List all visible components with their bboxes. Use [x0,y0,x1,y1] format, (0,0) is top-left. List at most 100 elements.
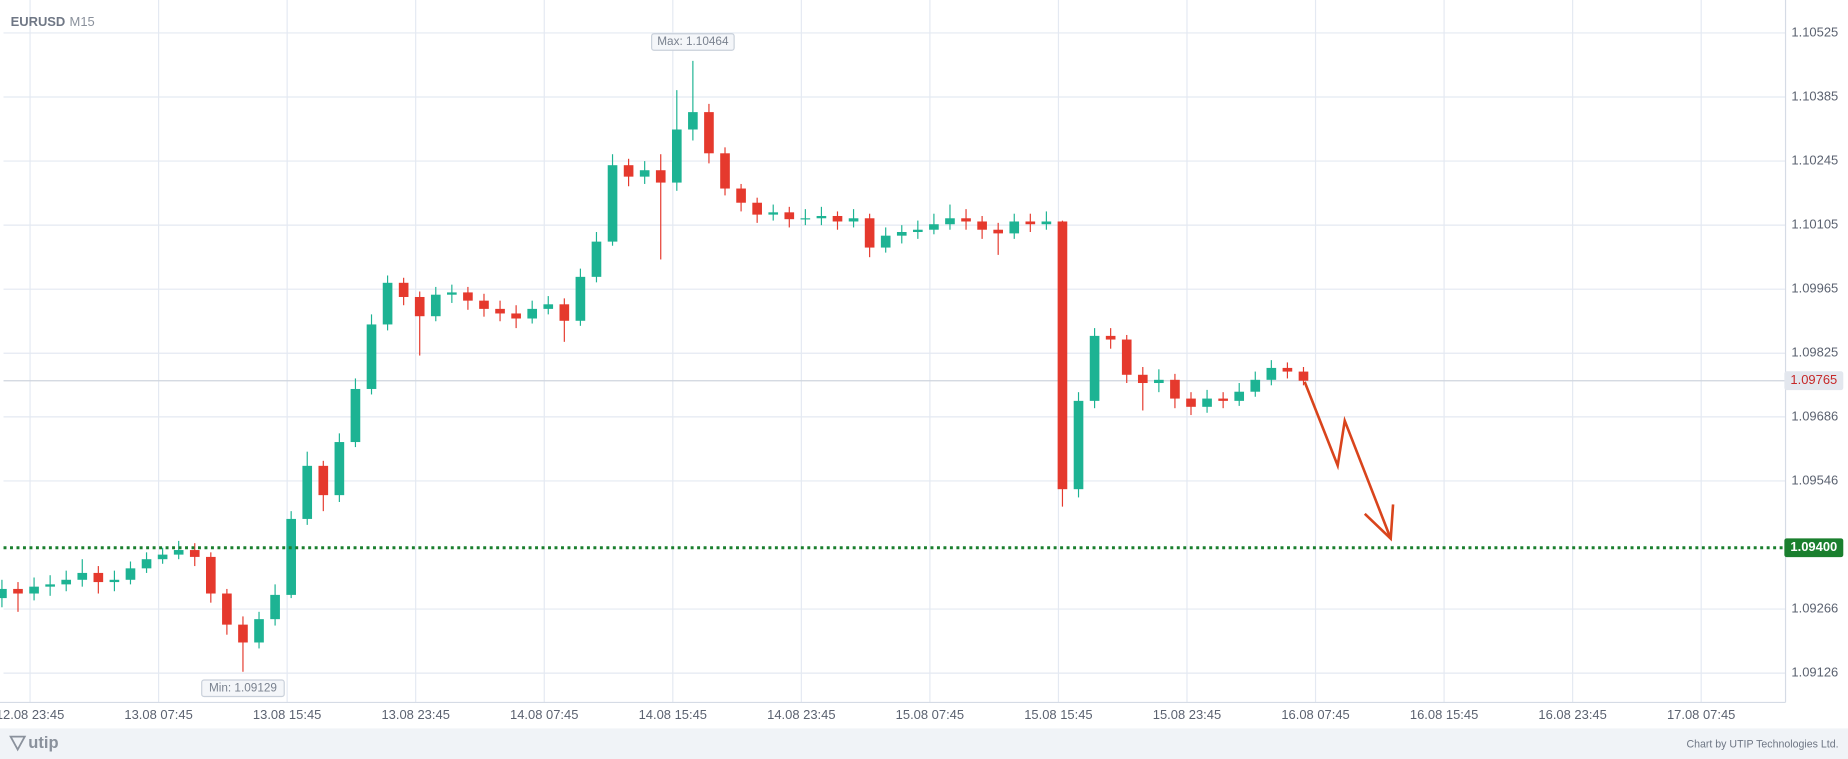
candle-body [254,619,264,643]
x-tick-label: 16.08 07:45 [1281,707,1349,722]
candle-body [655,170,666,183]
candle-body [77,572,88,580]
candle-body [125,568,136,580]
x-tick-label: 14.08 07:45 [510,707,578,722]
forecast-arrow-head [1363,504,1395,542]
candle-body [1089,335,1100,401]
candle-body [1025,221,1036,225]
candle-body [784,212,795,220]
candle-body [430,294,441,317]
annotation: Min: 1.09129 [209,681,277,694]
candle-body [205,556,216,594]
y-tick-label: 1.09825 [1791,345,1838,360]
y-tick-label: 1.09266 [1791,600,1838,615]
candle-body [607,165,618,242]
candle-body [896,232,907,236]
candle-body [238,624,248,643]
candle-body [0,588,7,599]
candle-body [1218,398,1228,401]
symbol: EURUSD [11,14,66,29]
annotation-box [201,679,285,698]
candle-body [816,215,827,219]
candle-body [768,212,779,215]
y-tick-label: 1.09686 [1791,408,1838,423]
candle-body [1282,367,1293,372]
candle-body [993,229,1003,234]
candle-body [1170,379,1180,399]
candle-body [45,584,55,587]
candle-body [977,221,987,230]
x-tick-label: 14.08 23:45 [767,707,835,722]
x-tick-label: 16.08 23:45 [1538,707,1606,722]
candle-body [527,308,538,319]
level-label-box [1784,538,1844,558]
y-tick-label: 1.10105 [1791,217,1838,232]
candle-body [302,465,313,519]
candle-body [157,554,168,560]
x-tick-label: 14.08 15:45 [639,707,707,722]
x-tick-label: 16.08 15:45 [1410,707,1478,722]
y-tick-label: 1.10525 [1791,24,1838,39]
candle-body [1073,400,1084,490]
logo-icon [9,735,27,752]
y-tick-label: 1.10245 [1791,152,1838,167]
x-tick-label: 17.08 07:45 [1667,707,1735,722]
candle-body [1266,367,1277,380]
candle-body [1105,335,1116,340]
candle-body [495,308,505,314]
candle-body [366,324,377,389]
footer-bar [0,728,1848,759]
candle-body [93,572,104,583]
credit: Chart by UTIP Technologies Ltd. [1686,739,1838,751]
candle-body [929,224,939,230]
candle-body [961,218,971,222]
candle-body [511,313,521,319]
candle-body [141,559,152,569]
x-tick-label: 15.08 07:45 [896,707,964,722]
candle-body [1041,221,1052,225]
candle-body [382,282,393,325]
candle-body [61,579,72,585]
candle-body [350,388,361,443]
last-price-box [1784,371,1844,391]
candle-body [189,550,200,557]
candle-body [559,304,570,321]
candle-body [543,304,554,309]
candle-body [752,202,762,215]
candle-body [1154,379,1164,384]
level-label: 1.09400 [1790,539,1837,554]
candle-body [334,442,345,496]
x-tick-label: 15.08 15:45 [1024,707,1092,722]
candle-body [880,235,891,248]
plot [0,60,1786,672]
candle-body [479,300,489,309]
candle-body [832,215,843,222]
candle-body [1298,371,1309,381]
candle-body [945,218,955,225]
candle-body [1186,398,1196,407]
candle-body [688,112,698,130]
candle-body [704,112,714,154]
grid [3,0,1786,703]
candle-body [398,282,409,297]
candle-body [623,165,634,177]
candle-body [1057,221,1068,490]
timeframe: M15 [70,14,95,29]
candle-body [1250,379,1261,392]
candle-body [286,518,296,595]
candle-body [414,296,425,317]
candle-body [575,276,586,321]
y-tick-label: 1.09126 [1791,665,1838,680]
candle-body [222,593,232,625]
candle-body [29,586,39,594]
candle-body [173,550,184,555]
candle-body [1202,398,1212,407]
candle-body [800,218,811,220]
candle-body [109,579,120,583]
candle-body [1009,221,1020,234]
candle-body [720,153,730,189]
candle-body [848,218,859,222]
